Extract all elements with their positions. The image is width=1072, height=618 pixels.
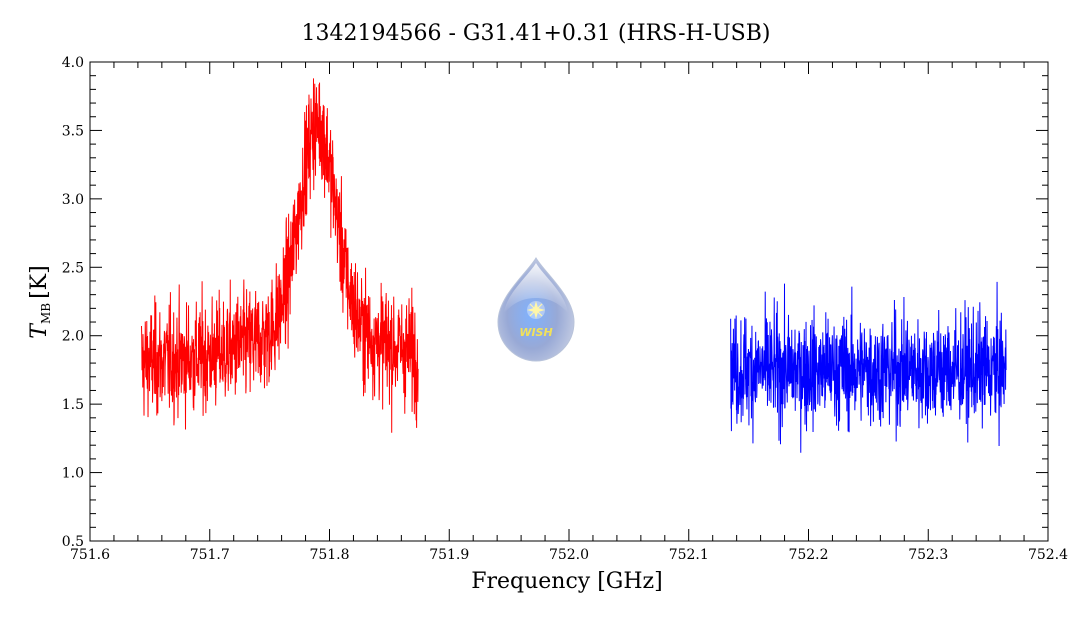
y-axis-label: TMB [K] (27, 265, 53, 338)
x-axis-label: Frequency [GHz] (471, 569, 663, 594)
x-tick-label: 751.8 (309, 547, 349, 563)
svg-text:TMB[K]: TMB [K] (27, 265, 53, 338)
y-axis-label-sub: MB (39, 303, 53, 324)
y-tick-label: 1.5 (62, 397, 84, 413)
y-tick-label: 3.0 (62, 192, 84, 208)
x-tick-label: 752.3 (908, 547, 948, 563)
x-tick-label: 752.1 (669, 547, 709, 563)
spectrum-series-2 (730, 281, 1007, 453)
wish-logo: WISH (497, 256, 575, 362)
y-tick-label: 3.5 (62, 123, 84, 139)
y-tick-label: 2.0 (62, 329, 84, 345)
chart-title: 1342194566 - G31.41+0.31 (HRS-H-USB) (302, 21, 771, 46)
x-ticks: 751.6 751.7 751.8 751.9 752.0 752.1 752.2 752.3… (70, 62, 1068, 563)
y-tick-label: 4.0 (62, 55, 84, 71)
star-icon (527, 301, 545, 319)
drop-highlight (504, 263, 568, 313)
y-axis-label-unit: [K] (27, 265, 52, 299)
logo-text: WISH (519, 326, 552, 339)
x-tick-label: 752.2 (788, 547, 828, 563)
y-axis-label-main: T (27, 322, 52, 339)
series-layer (140, 78, 1007, 453)
x-tick-label: 752.0 (549, 547, 589, 563)
x-tick-label: 751.7 (190, 547, 230, 563)
x-tick-label: 752.4 (1028, 547, 1068, 563)
x-tick-label: 751.6 (70, 547, 110, 563)
y-tick-label: 2.5 (62, 260, 84, 276)
y-ticks: 0.5 1.0 1.5 2.0 2.5 3.0 3.5 4.0 (62, 55, 1048, 550)
x-tick-label: 751.9 (429, 547, 469, 563)
spectrum-series-1 (140, 78, 419, 433)
y-tick-label: 1.0 (62, 466, 84, 482)
y-tick-label: 0.5 (62, 534, 84, 550)
